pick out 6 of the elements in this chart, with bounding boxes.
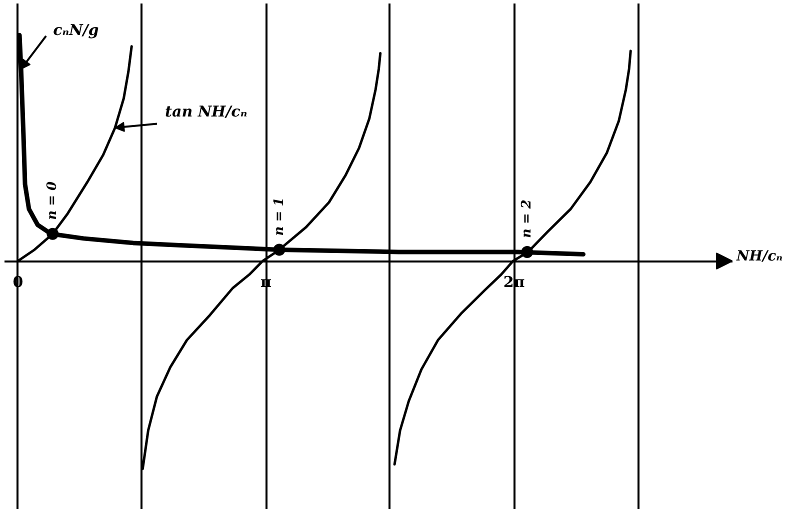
annotation: n = 1 xyxy=(272,197,287,236)
annotation: n = 0 xyxy=(45,181,60,220)
x-axis-title: NH/cₙ xyxy=(736,248,783,264)
annotation: n = 2 xyxy=(520,200,535,238)
text: tan NH/cₙ xyxy=(165,102,248,121)
text: cₙN/g xyxy=(53,21,99,40)
